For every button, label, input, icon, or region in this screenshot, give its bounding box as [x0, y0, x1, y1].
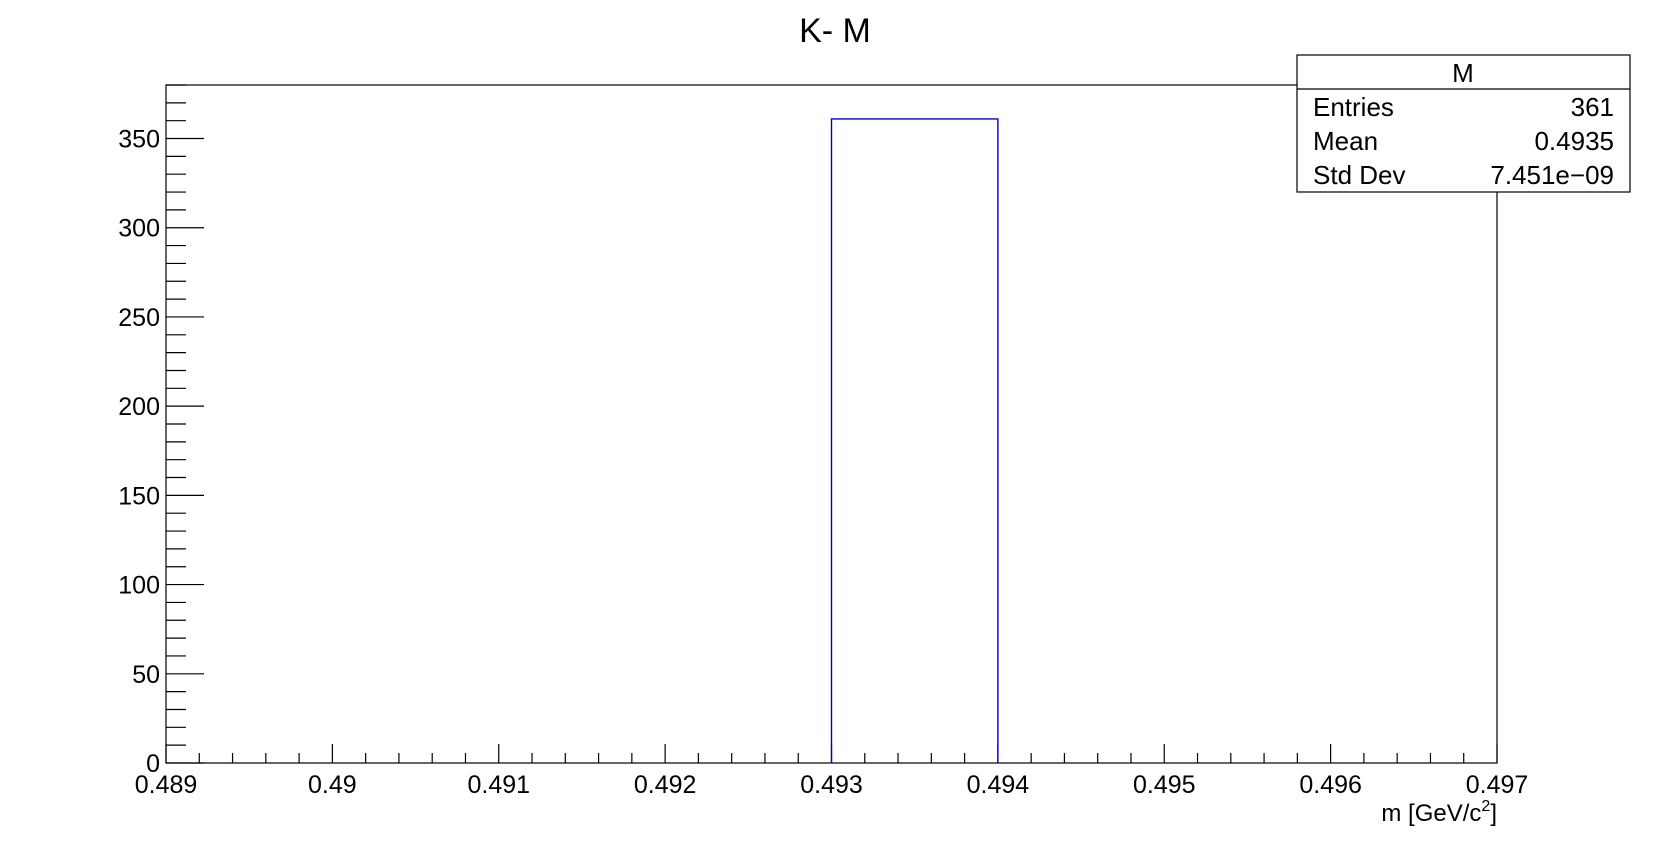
- stats-box-frame: [1296, 54, 1631, 193]
- x-tick-label: 0.49: [308, 771, 357, 799]
- x-tick-label: 0.497: [1466, 771, 1529, 799]
- x-tick-label: 0.492: [634, 771, 697, 799]
- y-tick-label: 350: [118, 126, 160, 154]
- stats-mean-value: 0.4935: [1534, 126, 1614, 156]
- stats-stddev-value: 7.451e−09: [1490, 160, 1614, 190]
- x-tick-label: 0.489: [135, 771, 198, 799]
- histogram-bin: [830, 118, 999, 763]
- x-axis-label: m [GeV/c2]: [1381, 798, 1497, 827]
- x-tick-label: 0.493: [800, 771, 863, 799]
- y-tick-label: 200: [118, 393, 160, 421]
- x-tick-label: 0.491: [467, 771, 530, 799]
- y-tick-label: 50: [132, 661, 160, 689]
- stats-mean-label: Mean: [1313, 126, 1378, 156]
- histogram-bins: [830, 118, 999, 763]
- stats-entries-value: 361: [1571, 92, 1614, 122]
- y-tick-label: 150: [118, 482, 160, 510]
- y-tick-label: 0: [146, 750, 160, 778]
- x-tick-label: 0.496: [1299, 771, 1362, 799]
- stats-box-title: M: [1452, 58, 1474, 88]
- stats-stddev-label: Std Dev: [1313, 160, 1406, 190]
- chart-title: K- M: [799, 12, 871, 50]
- y-axis: 0 50 100 150 200 250 300 350: [118, 84, 204, 778]
- stats-entries-label: Entries: [1313, 92, 1394, 122]
- x-tick-label: 0.495: [1133, 771, 1196, 799]
- stats-box: M Entries 361 Mean 0.4935 Std Dev 7.451e…: [1296, 54, 1631, 193]
- y-tick-label: 250: [118, 304, 160, 332]
- y-tick-label: 300: [118, 215, 160, 243]
- y-tick-label: 100: [118, 572, 160, 600]
- x-axis: 0.489 0.49 0.491 0.492 0.493 0.494 0.495 0.496 0…: [135, 744, 1529, 799]
- x-tick-label: 0.494: [967, 771, 1030, 799]
